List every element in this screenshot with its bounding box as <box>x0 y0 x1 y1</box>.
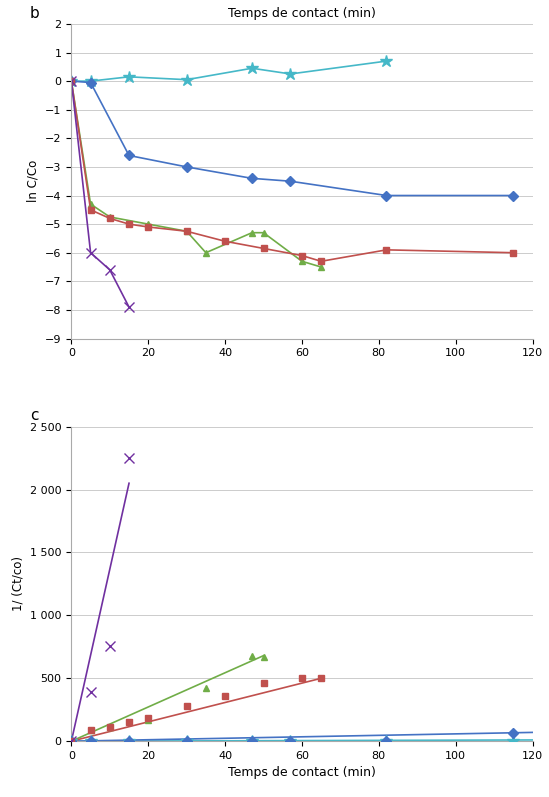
Y-axis label: ln C/Co: ln C/Co <box>26 160 40 202</box>
X-axis label: Temps de contact (min): Temps de contact (min) <box>228 767 376 779</box>
Text: b: b <box>30 6 40 21</box>
Text: c: c <box>30 408 38 423</box>
Y-axis label: 1/ (Ct/co): 1/ (Ct/co) <box>12 556 25 611</box>
Title: Temps de contact (min): Temps de contact (min) <box>228 7 376 20</box>
